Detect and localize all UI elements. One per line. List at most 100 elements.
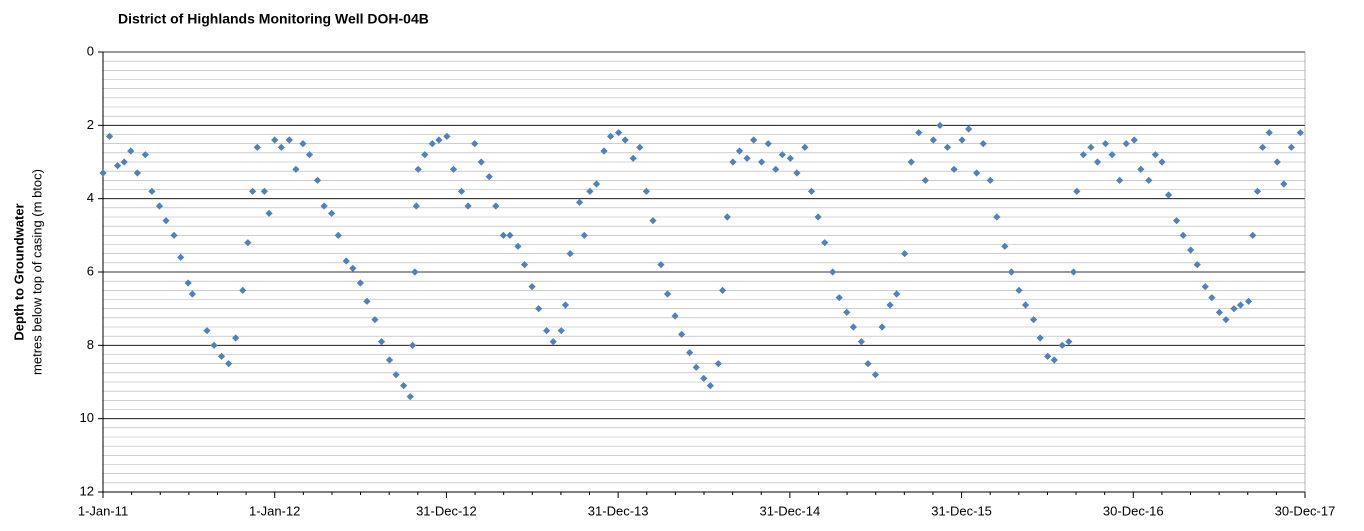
data-point [835,294,843,302]
data-point [743,154,751,162]
data-point [313,176,322,184]
x-tick-label: 31-Dec-13 [588,503,649,518]
data-point [385,356,394,364]
data-point [1145,176,1153,184]
chart-title: District of Highlands Monitoring Well DO… [118,11,429,27]
data-point [232,334,240,342]
data-point [1215,308,1223,316]
data-point [1151,151,1159,159]
y-tick-label: 10 [80,410,94,425]
x-tick-label: 1-Jan-11 [78,503,128,518]
data-point [244,239,252,247]
data-point [443,132,451,140]
data-point [1079,151,1088,159]
data-point [210,341,218,349]
data-point [349,264,357,272]
data-point [1087,143,1095,151]
data-point [411,268,419,276]
data-point [1029,316,1038,324]
data-point [871,371,880,379]
data-point [414,165,422,173]
data-point [1296,129,1304,137]
data-point [371,316,379,324]
data-point [492,202,500,210]
data-point [700,374,708,382]
data-point [1230,305,1238,313]
data-point [334,231,342,239]
data-point [729,158,737,166]
data-point [464,202,472,210]
data-point [184,279,192,287]
data-point [1193,261,1201,269]
data-point [692,363,700,371]
data-point [671,312,679,320]
data-point [950,165,958,173]
data-point [678,330,686,338]
data-point [105,132,114,140]
data-point [392,371,400,379]
data-point [155,202,164,210]
data-point [965,125,973,133]
y-axis-label: Depth to Groundwater [11,203,26,340]
data-point [1137,165,1145,173]
data-point [921,176,929,184]
data-point [1222,316,1230,324]
data-point [615,129,623,137]
data-point [1101,140,1110,148]
data-point [127,147,135,155]
data-point [253,143,261,151]
data-point [141,151,149,159]
data-point [428,140,436,148]
data-point [993,213,1001,221]
data-point [642,187,650,195]
data-point [449,165,458,173]
data-point [406,393,414,401]
data-point [285,136,293,144]
data-point [549,338,557,346]
data-point [901,250,909,258]
data-point [1187,246,1195,254]
data-point [786,154,794,162]
data-point [292,165,300,173]
data-point [735,147,744,155]
data-point [1130,136,1138,144]
data-point [1015,286,1023,294]
data-point [843,308,851,316]
data-point [807,187,816,195]
data-point [342,257,350,265]
data-point [1065,338,1073,346]
x-tick-label: 31-Dec-12 [416,503,477,518]
data-point [277,143,285,151]
data-point [305,151,314,159]
data-point [217,352,226,360]
data-point [979,140,987,148]
data-point [1158,158,1166,166]
data-point [520,261,529,269]
data-point [1050,356,1058,364]
data-point [586,187,594,195]
data-point [328,209,336,217]
data-point [356,279,364,287]
data-point [99,169,107,177]
data-point [408,341,417,349]
data-point [363,297,371,305]
data-point [249,187,257,195]
y-tick-label: 12 [80,483,94,498]
data-point [225,360,233,368]
data-point [764,140,772,148]
data-point [864,360,872,368]
data-point [1244,297,1253,305]
data-point [561,301,570,309]
x-tick-label: 30-Dec-17 [1275,503,1336,518]
y-tick-label: 2 [87,117,94,132]
data-point [1172,217,1181,225]
data-point [1073,187,1081,195]
data-point [663,290,672,298]
y-axis-sublabel: metres below top of casing (m btoc) [29,169,44,375]
data-point [829,268,837,276]
data-point [120,158,128,166]
data-point [778,151,786,159]
data-point [878,323,886,331]
x-tick-label: 30-Dec-16 [1103,503,1164,518]
